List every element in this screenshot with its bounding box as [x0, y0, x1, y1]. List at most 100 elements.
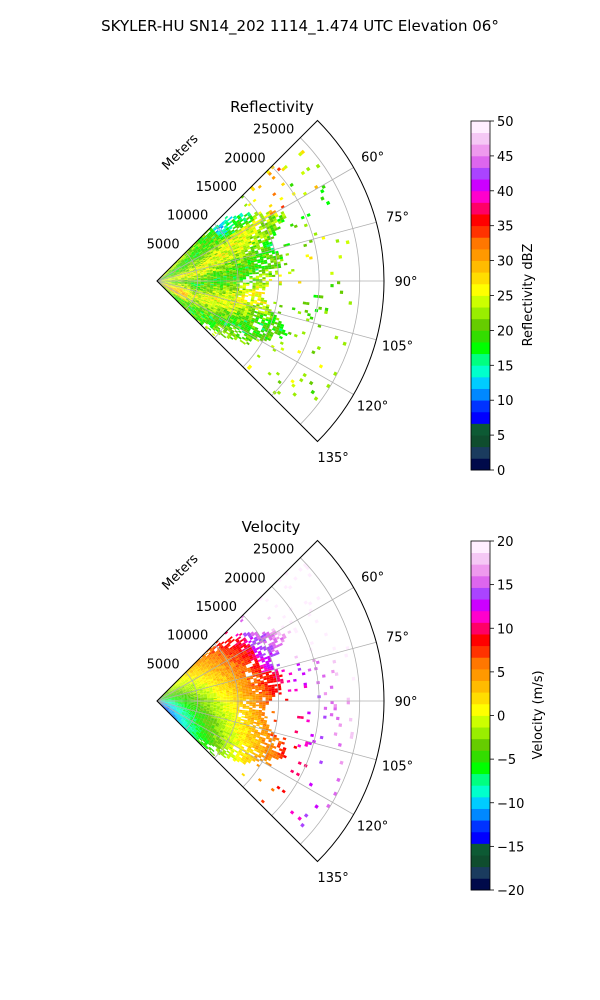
reflectivity-range-tick-label: 5000: [147, 237, 180, 252]
velocity-colorbar-swatch: [471, 715, 490, 728]
reflectivity-colorbar-swatch: [471, 400, 490, 413]
reflectivity-range-tick-label: 20000: [224, 151, 265, 166]
reflectivity-range-tick-label: 15000: [196, 180, 237, 195]
velocity-colorbar-swatch: [471, 796, 490, 809]
reflectivity-colorbar-swatch: [471, 202, 490, 215]
reflectivity-colorbar-tick-label: 10: [497, 394, 514, 409]
reflectivity-colorbar-tick-label: 15: [497, 359, 514, 374]
reflectivity-azimuth-spoke: [156, 280, 354, 395]
reflectivity-azimuth-tick-label: 120°: [357, 400, 388, 415]
velocity-colorbar-swatch: [471, 634, 490, 647]
reflectivity-colorbar-swatch: [471, 225, 490, 238]
velocity-colorbar-swatch: [471, 541, 490, 554]
reflectivity-colorbar-tick-label: 40: [497, 185, 514, 200]
reflectivity-colorbar-tick-label: 30: [497, 255, 514, 270]
velocity-colorbar-swatch: [471, 738, 490, 751]
reflectivity-colorbar-swatch: [471, 411, 490, 424]
velocity-colorbar-swatch: [471, 645, 490, 658]
velocity-colorbar-tick-label: −10: [497, 797, 524, 812]
velocity-azimuth-tick-label: 135°: [317, 871, 348, 886]
reflectivity-azimuth-tick-label: 105°: [382, 339, 413, 354]
reflectivity-colorbar-swatch: [471, 121, 490, 134]
reflectivity-colorbar-tick-label: 5: [497, 429, 505, 444]
reflectivity-colorbar-swatch: [471, 155, 490, 168]
reflectivity-colorbar-swatch: [471, 446, 490, 459]
reflectivity-range-axis-label: Meters: [160, 131, 202, 173]
reflectivity-sector: 5000 10000 15000 20000 25000 60° 75° 90° 105° 120…: [147, 119, 418, 466]
reflectivity-colorbar-swatch: [471, 423, 490, 436]
velocity-colorbar-swatch: [471, 727, 490, 740]
velocity-azimuth-tick-label: 105°: [382, 759, 413, 774]
reflectivity-colorbar-swatch: [471, 435, 490, 448]
velocity-colorbar-swatch: [471, 575, 490, 588]
reflectivity-colorbar-swatch: [471, 167, 490, 180]
velocity-colorbar-swatch: [471, 703, 490, 716]
reflectivity-azimuth-tick-label: 90°: [394, 275, 417, 290]
velocity-azimuth-tick-label: 75°: [386, 631, 409, 646]
velocity-colorbar-swatch: [471, 808, 490, 821]
velocity-colorbar-swatch: [471, 773, 490, 786]
velocity-azimuth-tick-label: 90°: [394, 695, 417, 710]
reflectivity-azimuth-tick-label: 60°: [361, 151, 384, 166]
velocity-colorbar-swatch: [471, 866, 490, 879]
velocity-colorbar-swatch: [471, 622, 490, 635]
velocity-azimuth-spoke: [156, 587, 354, 702]
reflectivity-colorbar-swatch: [471, 248, 490, 261]
velocity-colorbar-swatch: [471, 587, 490, 600]
reflectivity-colorbar-swatch: [471, 307, 490, 320]
velocity-colorbar-tick-label: 5: [497, 666, 505, 681]
velocity-colorbar-swatch: [471, 878, 490, 891]
reflectivity-panel: Reflectivity 5000 10000 15000 20000 25000 60°…: [147, 98, 536, 479]
velocity-colorbar-swatch: [471, 610, 490, 623]
reflectivity-colorbar-swatch: [471, 458, 490, 471]
velocity-colorbar-swatch: [471, 785, 490, 798]
reflectivity-colorbar-swatch: [471, 376, 490, 389]
velocity-colorbar: −20 −15 −10 −5 0 5 10 15 20: [470, 535, 524, 899]
reflectivity-azimuth-spoke: [156, 167, 354, 282]
velocity-colorbar-swatch: [471, 750, 490, 763]
reflectivity-colorbar-tick-label: 45: [497, 150, 514, 165]
reflectivity-colorbar-swatch: [471, 283, 490, 296]
velocity-azimuth-spoke: [156, 641, 377, 702]
velocity-colorbar-swatch: [471, 692, 490, 705]
velocity-colorbar-swatch: [471, 668, 490, 681]
reflectivity-colorbar-tick-label: 35: [497, 220, 514, 235]
reflectivity-colorbar-swatch: [471, 272, 490, 285]
reflectivity-colorbar-tick-label: 20: [497, 324, 514, 339]
velocity-colorbar-swatch: [471, 657, 490, 670]
figure-title: SKYLER-HU SN14_202 1114_1.474 UTC Elevat…: [101, 17, 499, 36]
velocity-echo-cells: [158, 562, 356, 828]
velocity-colorbar-swatch: [471, 820, 490, 833]
velocity-colorbar-swatch: [471, 831, 490, 844]
velocity-colorbar-tick-label: 0: [497, 710, 505, 725]
velocity-colorbar-swatch: [471, 564, 490, 577]
reflectivity-colorbar-label: Reflectivity dBZ: [521, 244, 536, 347]
reflectivity-colorbar-swatch: [471, 388, 490, 401]
velocity-range-axis-label: Meters: [160, 551, 202, 593]
velocity-range-tick-label: 15000: [196, 600, 237, 615]
velocity-colorbar-swatch: [471, 762, 490, 775]
velocity-range-tick-label: 10000: [167, 629, 208, 644]
reflectivity-colorbar-swatch: [471, 179, 490, 192]
reflectivity-colorbar-swatch: [471, 144, 490, 157]
velocity-sector-frame: [156, 539, 385, 863]
reflectivity-colorbar-swatch: [471, 318, 490, 331]
velocity-colorbar-swatch: [471, 843, 490, 856]
reflectivity-azimuth-spoke: [156, 280, 377, 341]
reflectivity-azimuth-tick-label: 75°: [386, 211, 409, 226]
reflectivity-title: Reflectivity: [230, 98, 314, 116]
reflectivity-azimuth-spoke: [156, 221, 377, 282]
velocity-azimuth-spoke: [156, 700, 354, 815]
reflectivity-colorbar-swatch: [471, 190, 490, 203]
reflectivity-azimuth-tick-label: 135°: [317, 451, 348, 466]
velocity-colorbar-label: Velocity (m/s): [531, 670, 546, 759]
reflectivity-sector-frame: [156, 119, 385, 443]
reflectivity-colorbar-swatch: [471, 132, 490, 145]
reflectivity-colorbar-swatch: [471, 260, 490, 273]
velocity-azimuth-tick-label: 120°: [357, 820, 388, 835]
velocity-colorbar-tick-label: 10: [497, 622, 514, 637]
reflectivity-colorbar-swatch: [471, 295, 490, 308]
velocity-panel: Velocity 5000 10000 15000 20000 25000 60° 75° 9…: [147, 518, 546, 899]
reflectivity-colorbar-swatch: [471, 330, 490, 343]
